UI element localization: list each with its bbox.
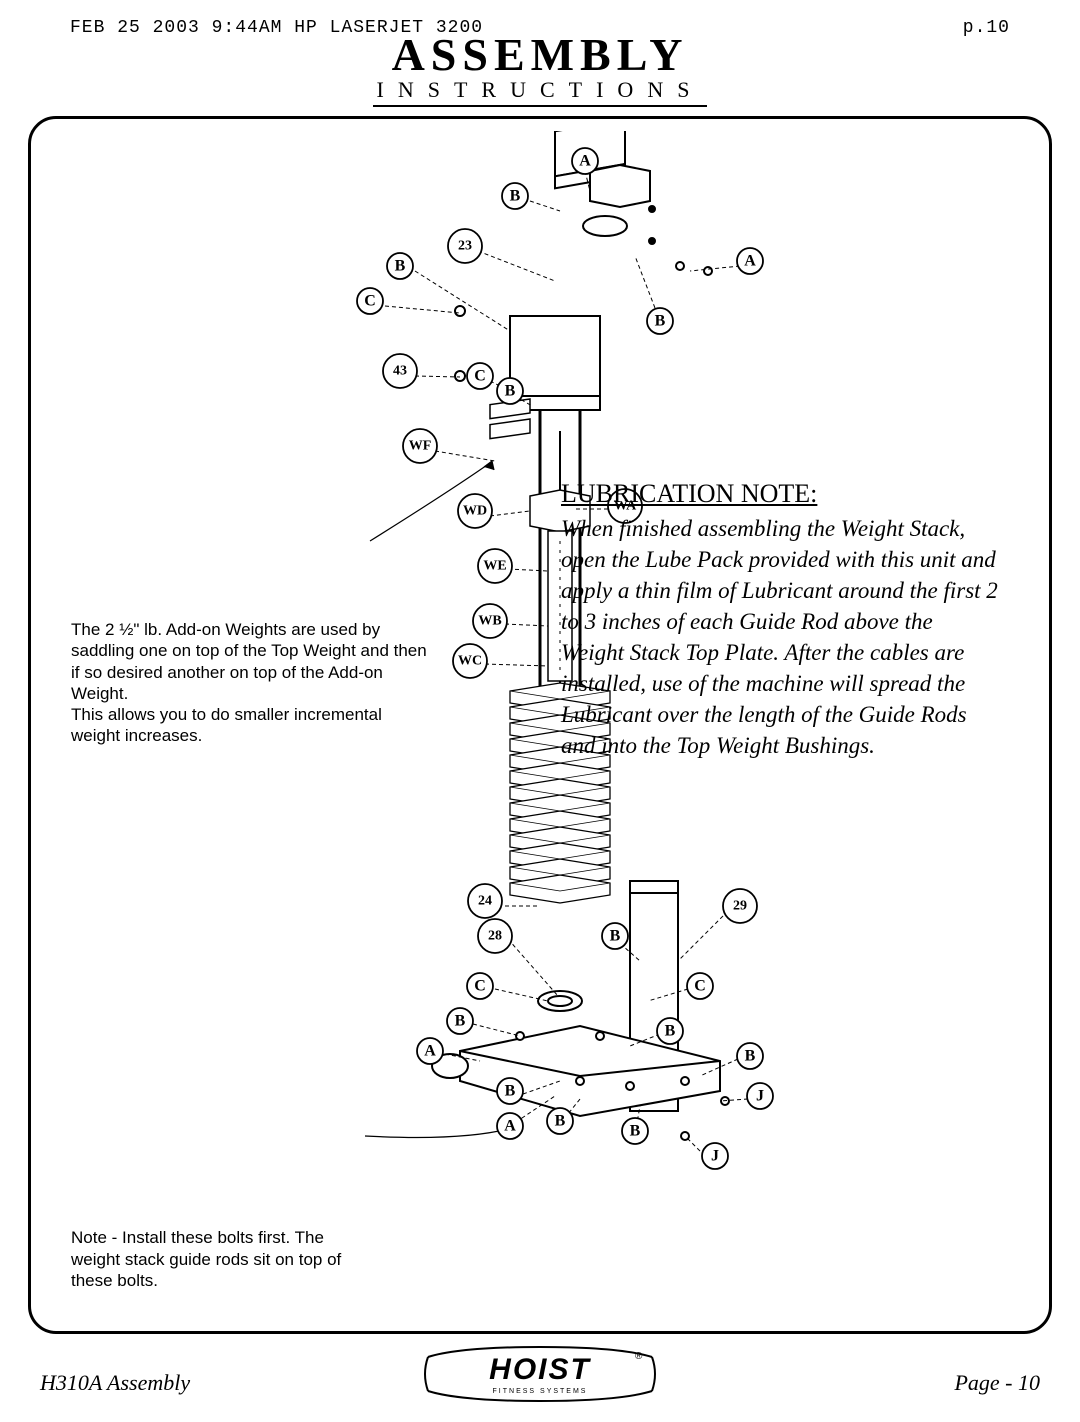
brand-subtext: FITNESS SYSTEMS — [493, 1388, 588, 1395]
callout-label: 24 — [478, 894, 492, 909]
callout-label: WB — [478, 614, 501, 629]
callout-label: B — [510, 188, 521, 205]
brand-logo: HOIST ® FITNESS SYSTEMS — [420, 1345, 660, 1408]
callout-label: B — [555, 1113, 566, 1130]
callout-label: WF — [409, 439, 432, 454]
callout-label: C — [694, 978, 706, 995]
title-main: ASSEMBLY — [0, 28, 1080, 81]
brand-text: HOIST — [489, 1353, 591, 1386]
callout-label: 43 — [393, 364, 407, 379]
callout-label: B — [455, 1013, 466, 1030]
footer-left: H310A Assembly — [40, 1370, 190, 1396]
callout-label: A — [504, 1118, 516, 1135]
lubrication-heading: LUBRICATION NOTE: — [561, 479, 1001, 509]
callout-label: WC — [458, 654, 482, 669]
callout-label: B — [630, 1123, 641, 1140]
callout-label: J — [711, 1148, 719, 1165]
callout-label: WE — [483, 559, 506, 574]
callout-label: J — [756, 1088, 764, 1105]
callout-label: 28 — [488, 929, 502, 944]
callout-label: C — [474, 978, 486, 995]
callout-label: C — [474, 368, 486, 385]
callout-label: B — [665, 1023, 676, 1040]
addon-note-line1: The 2 ½" lb. Add-on Weights are used by … — [71, 620, 427, 703]
footer-right: Page - 10 — [954, 1370, 1040, 1396]
callout-label: A — [744, 253, 756, 270]
callout-label: B — [505, 1083, 516, 1100]
callout-label: B — [505, 383, 516, 400]
callout-label: 29 — [733, 899, 747, 914]
callout-label: B — [745, 1048, 756, 1065]
bolts-note: Note - Install these bolts first. The we… — [71, 1227, 371, 1291]
lubrication-body: When finished assembling the Weight Stac… — [561, 513, 1001, 761]
callout-label: B — [655, 313, 666, 330]
callout-label: 23 — [458, 239, 472, 254]
svg-text:®: ® — [635, 1351, 643, 1362]
title-block: ASSEMBLY INSTRUCTIONS — [0, 28, 1080, 107]
addon-note: The 2 ½" lb. Add-on Weights are used by … — [71, 619, 431, 747]
callout-label: A — [424, 1043, 436, 1060]
title-sub: INSTRUCTIONS — [373, 77, 708, 107]
addon-note-line2: This allows you to do smaller incrementa… — [71, 705, 382, 745]
callout-label: A — [579, 153, 591, 170]
content-frame: ABAB23BC43CBWFWDWAWEWBWC2428B29CCBABBBJA… — [28, 116, 1052, 1334]
callout-label: C — [364, 293, 376, 310]
callout-label: B — [610, 928, 621, 945]
lubrication-note: LUBRICATION NOTE: When finished assembli… — [561, 479, 1001, 761]
callout-label: B — [395, 258, 406, 275]
callout-label: WD — [463, 504, 487, 519]
